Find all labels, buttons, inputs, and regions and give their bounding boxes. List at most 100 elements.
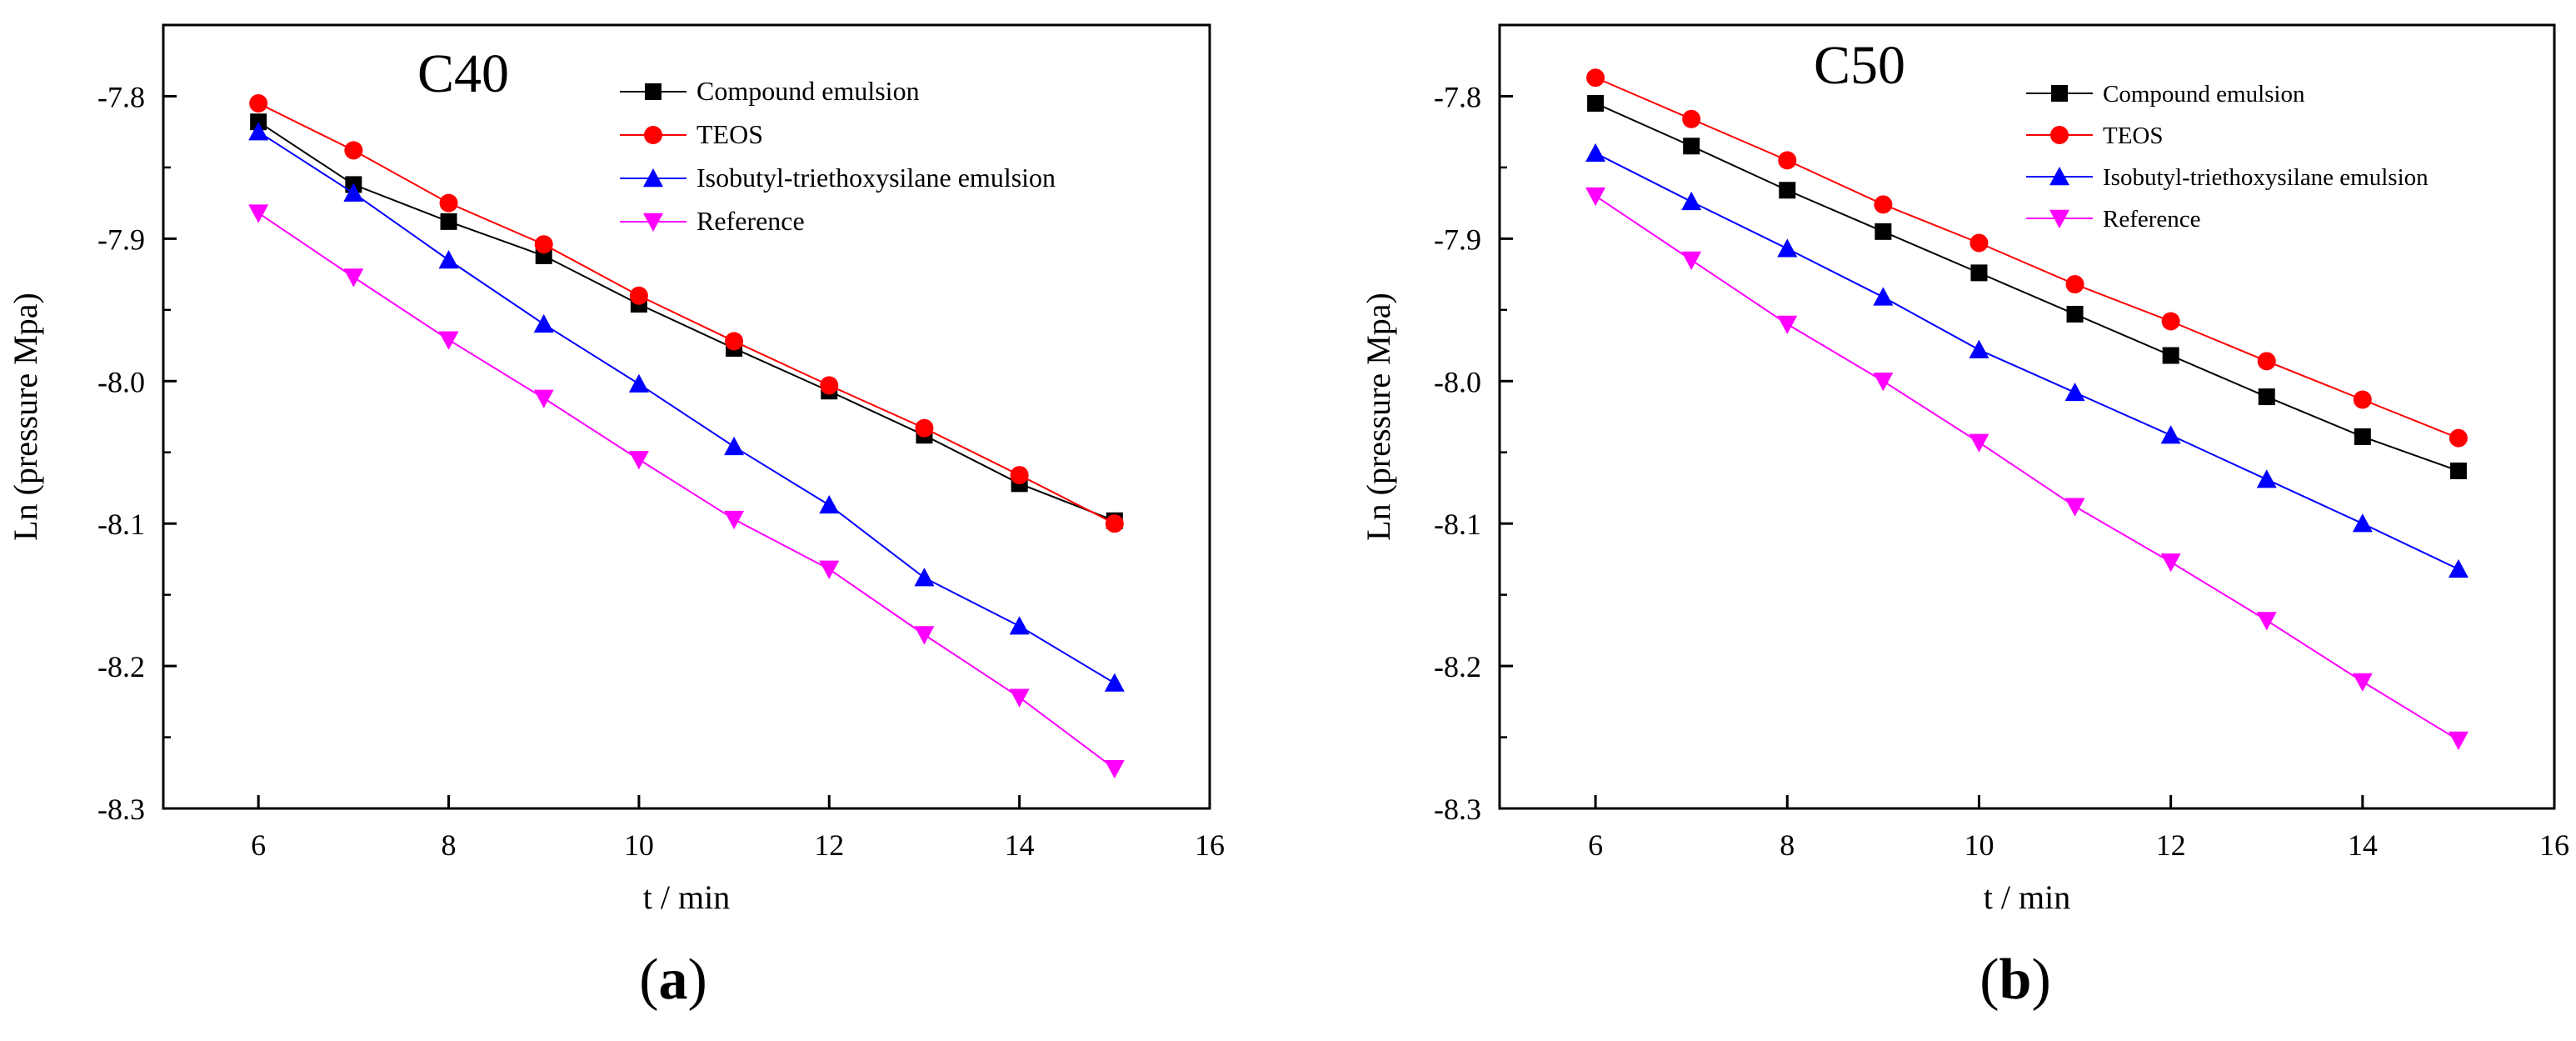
data-point <box>343 268 364 288</box>
caption-close-paren: ) <box>2031 948 2050 1012</box>
data-point <box>343 183 364 202</box>
data-point <box>914 568 935 587</box>
legend-marker <box>643 213 663 232</box>
y-tick-label: -7.9 <box>1434 223 1481 256</box>
data-point <box>1009 688 1030 708</box>
legend-label: Isobutyl-triethoxysilane emulsion <box>696 163 1056 193</box>
y-tick-label: -8.3 <box>97 793 145 826</box>
data-point <box>724 510 745 530</box>
panel-caption: (b) <box>1979 948 2051 1012</box>
x-tick-label: 16 <box>1195 828 1225 862</box>
x-tick-label: 10 <box>624 828 654 862</box>
data-point <box>2160 425 2181 444</box>
data-point <box>533 313 554 333</box>
data-point <box>1874 195 1893 214</box>
legend-marker <box>2049 209 2069 228</box>
data-point <box>1010 466 1029 485</box>
series-line <box>1595 103 2459 472</box>
data-point <box>1777 238 1798 258</box>
series-reference <box>248 204 1125 779</box>
y-axis-label: Ln (pressure Mpa) <box>7 293 44 541</box>
legend-label: Compound emulsion <box>696 76 920 106</box>
data-point <box>1585 187 1606 207</box>
series-isobutyl <box>1585 143 2469 578</box>
series-line <box>1595 152 2459 570</box>
data-point <box>1969 339 1989 358</box>
legend-label: Isobutyl-triethoxysilane emulsion <box>2103 164 2429 191</box>
y-tick-label: -7.9 <box>97 223 145 256</box>
caption-letter: a <box>659 948 688 1012</box>
data-point <box>440 213 457 230</box>
legend-marker <box>2051 85 2068 102</box>
series-line <box>1595 77 2459 439</box>
x-tick-label: 6 <box>1588 828 1603 862</box>
data-point <box>344 141 363 160</box>
x-tick-label: 12 <box>814 828 844 862</box>
data-point <box>2161 312 2180 331</box>
legend: Compound emulsion TEOS Isobutyl-triethoxys… <box>2026 81 2429 233</box>
data-point <box>2256 612 2277 631</box>
data-point <box>249 94 268 113</box>
series-line <box>257 212 1116 769</box>
x-tick-label: 14 <box>1005 828 1035 862</box>
data-point <box>438 250 459 269</box>
data-point <box>1969 433 1989 453</box>
legend-label: Reference <box>696 206 805 236</box>
data-point <box>2448 558 2469 578</box>
data-point <box>2353 390 2372 409</box>
x-axis-label: t / min <box>643 878 730 916</box>
data-point <box>2449 428 2468 448</box>
y-tick-label: -7.8 <box>97 80 145 113</box>
data-point <box>1682 109 1701 128</box>
x-tick-label: 14 <box>2348 828 2378 862</box>
data-point <box>2354 428 2371 445</box>
x-tick-label: 6 <box>251 828 266 862</box>
x-axis-label: t / min <box>1984 878 2070 916</box>
series-teos <box>1586 68 2468 448</box>
x-tick-label: 10 <box>1964 828 1994 862</box>
data-point <box>533 389 554 408</box>
series-isobutyl <box>248 122 1125 692</box>
data-point <box>725 332 744 351</box>
data-point <box>1779 182 1796 199</box>
data-point <box>2449 462 2467 479</box>
legend-marker <box>2049 167 2069 186</box>
y-tick-label: -8.0 <box>1434 365 1481 398</box>
caption-close-paren: ) <box>688 948 707 1012</box>
y-tick-label: -8.0 <box>97 365 145 398</box>
data-point <box>439 193 458 213</box>
legend-marker <box>645 83 661 100</box>
panel-caption: (a) <box>639 948 707 1012</box>
data-point <box>248 122 269 141</box>
data-point <box>819 560 840 579</box>
data-point <box>1778 151 1797 170</box>
plot-frame <box>162 23 1211 810</box>
data-point <box>2064 498 2085 517</box>
data-point <box>629 286 648 305</box>
data-point <box>1587 95 1605 112</box>
data-point <box>2352 673 2373 692</box>
data-point <box>1681 251 1702 270</box>
data-point <box>1777 315 1798 334</box>
y-tick-label: -8.1 <box>1434 508 1481 541</box>
series-reference <box>1585 187 2469 750</box>
data-point <box>1970 264 1988 282</box>
chart-panel-b: 6 8 10 12 14 16 -7.8 -7.9 -8.0 -8.1 -8.2 -8.3 t / mi… <box>1360 23 2569 1012</box>
x-tick-label: 12 <box>2156 828 2186 862</box>
series-line <box>257 121 1116 522</box>
y-tick-label: -8.1 <box>97 508 145 541</box>
data-point <box>2162 347 2179 364</box>
plot-frame <box>1498 23 2556 810</box>
legend-label: TEOS <box>696 119 763 149</box>
legend-label: Compound emulsion <box>2103 81 2305 108</box>
data-point <box>1683 138 1700 155</box>
data-point <box>2066 305 2084 323</box>
series-line <box>1595 195 2459 741</box>
x-tick-label: 16 <box>2539 828 2569 862</box>
data-point <box>248 204 269 223</box>
legend-marker <box>643 168 663 188</box>
series-teos <box>249 94 1124 533</box>
data-point <box>2160 553 2181 573</box>
